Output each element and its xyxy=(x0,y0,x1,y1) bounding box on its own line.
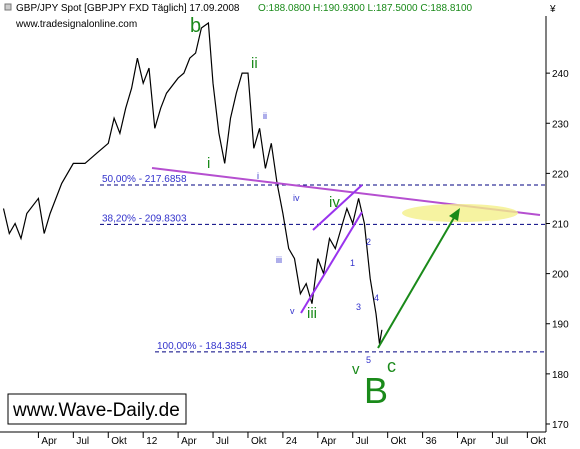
price-line xyxy=(2,21,383,344)
wave-label: B xyxy=(364,370,388,411)
x-tick-label: 36 xyxy=(426,436,438,447)
header-icon xyxy=(4,3,12,11)
arrow-head xyxy=(449,208,460,221)
wave-labels: b ii i iv iii v c B ii i iv iii v 1 2 3 … xyxy=(190,15,396,411)
x-tick-label: Okt xyxy=(391,436,407,447)
level-label: 38,20% - 209.8303 xyxy=(102,213,187,224)
wave-label: iii xyxy=(307,305,317,322)
x-tick-label: Apr xyxy=(321,436,337,447)
y-tick-label: 200 xyxy=(552,270,569,281)
wave-label: i xyxy=(257,171,259,181)
level-label: 50,00% - 217.6858 xyxy=(102,174,187,185)
wave-label: 2 xyxy=(366,237,371,247)
wave-label: v xyxy=(352,361,360,378)
wave-label: 1 xyxy=(350,258,355,268)
x-tick-label: Jul xyxy=(76,436,89,447)
channel-line xyxy=(312,184,363,231)
wave-label: c xyxy=(387,356,396,376)
wave-label: ii xyxy=(251,55,258,72)
y-tick-label: 170 xyxy=(552,420,569,431)
x-tick-label: Apr xyxy=(461,436,477,447)
watermark: www.Wave-Daily.de xyxy=(12,400,180,421)
currency: ¥ xyxy=(549,4,556,15)
y-tick-label: 210 xyxy=(552,219,569,230)
chart-title: GBP/JPY Spot [GBPJPY FXD Täglich] 17.09.… xyxy=(16,3,240,14)
wave-label: ii xyxy=(263,111,267,121)
ohlc-label: O:188.0800 H:190.9300 L:187.5000 C:188.8… xyxy=(258,3,473,14)
y-tick-label: 230 xyxy=(552,119,569,130)
source: www.tradesignalonline.com xyxy=(15,19,137,30)
wave-label: 5 xyxy=(366,355,371,365)
watermark-box xyxy=(7,393,187,425)
level-label: 100,00% - 184.3854 xyxy=(157,341,248,352)
y-tick-label: 180 xyxy=(552,370,569,381)
arrow xyxy=(377,215,456,349)
x-tick-label: Apr xyxy=(181,436,197,447)
y-tick-label: 220 xyxy=(552,169,569,180)
wave-label: 3 xyxy=(356,302,361,312)
target-zone xyxy=(402,204,518,222)
wave-label: iv xyxy=(293,193,300,203)
y-tick-label: 240 xyxy=(552,69,569,80)
wave-label: 4 xyxy=(374,293,379,303)
x-tick-label: Jul xyxy=(356,436,369,447)
y-tick-label: 190 xyxy=(552,320,569,331)
x-tick-label: 12 xyxy=(146,436,158,447)
x-tick-label: Jul xyxy=(495,436,508,447)
channel-line xyxy=(300,211,363,314)
wave-label: iv xyxy=(329,194,340,211)
x-tick-label: Okt xyxy=(251,436,267,447)
x-tick-label: Okt xyxy=(111,436,127,447)
x-tick-label: 24 xyxy=(286,436,298,447)
wave-label: iii xyxy=(276,255,282,265)
wave-label: b xyxy=(190,15,201,37)
x-tick-label: Okt xyxy=(530,436,546,447)
wave-label: i xyxy=(207,155,210,172)
wave-label: v xyxy=(290,306,295,316)
x-tick-label: Apr xyxy=(41,436,57,447)
x-tick-label: Jul xyxy=(216,436,229,447)
